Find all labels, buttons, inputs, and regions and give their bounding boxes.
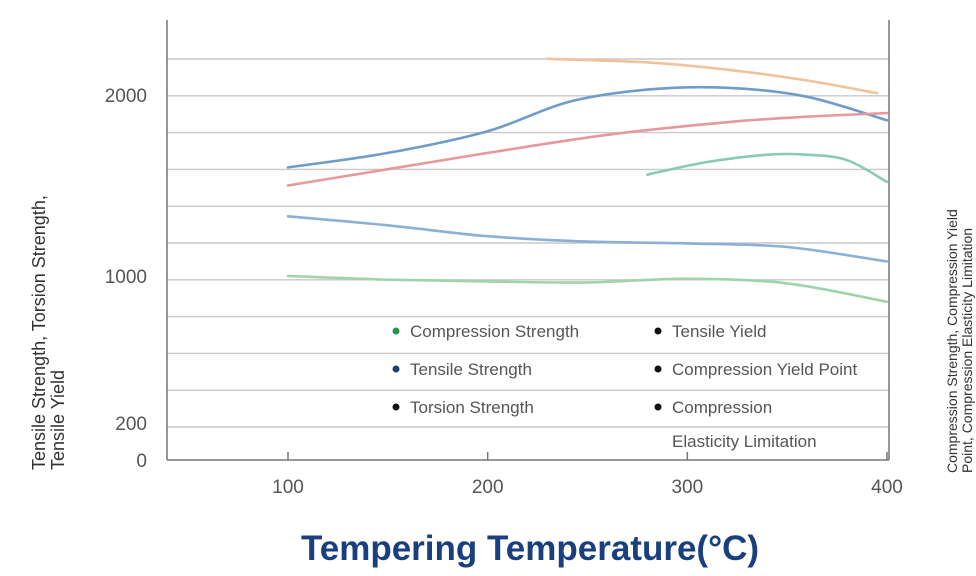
legend-label: Elasticity Limitation [672, 432, 817, 451]
legend-marker [392, 327, 400, 335]
y-tick-label: 200 [115, 414, 147, 435]
legend: Compression Strength Tensile Strength Tors… [392, 322, 857, 451]
x-tick-label: 200 [472, 477, 504, 498]
legend-marker [392, 365, 400, 373]
x-axis-title: Tempering Temperature(°C) [301, 529, 759, 568]
right-axis-title-line-1: Compression Strength, Compression Yield [944, 209, 960, 473]
series-line-compression-strength [546, 57, 879, 95]
x-tick-label: 100 [272, 477, 304, 498]
y-axis-title-line-2: Tensile Yield [48, 370, 68, 470]
legend-label: Compression Strength [410, 322, 579, 341]
legend-label: Tensile Yield [672, 322, 767, 341]
series-line-torsion-strength [286, 111, 889, 187]
legend-marker [392, 403, 400, 411]
series-layer [286, 57, 889, 304]
legend-marker [654, 327, 662, 335]
grid-layer [167, 58, 889, 428]
y-tick-label: 2000 [105, 86, 147, 107]
series-line-tensile-strength [286, 85, 889, 169]
y-axis-title-line-1: Tensile Strength, Torsion Strength, [29, 195, 49, 470]
legend-label: Tensile Strength [410, 360, 532, 379]
legend-label: Torsion Strength [410, 398, 534, 417]
series-line-compression-elasticity-limitation [286, 274, 889, 304]
series-line-compression-yield-point [286, 215, 889, 263]
right-axis-title-line-2: Point, Compression Elasticity Limitation [959, 228, 975, 473]
legend-label: Compression [672, 398, 772, 417]
legend-marker [654, 365, 662, 373]
x-tick-label: 400 [871, 477, 903, 498]
y-tick-label: 1000 [105, 267, 147, 288]
series-line-tensile-yield [646, 152, 889, 184]
ticks-layer: 100 200 300 400 0 200 1000 2000 [105, 86, 903, 498]
y-tick-label: 0 [136, 451, 147, 472]
x-tick-label: 300 [671, 477, 703, 498]
legend-label: Compression Yield Point [672, 360, 857, 379]
legend-marker [654, 403, 662, 411]
